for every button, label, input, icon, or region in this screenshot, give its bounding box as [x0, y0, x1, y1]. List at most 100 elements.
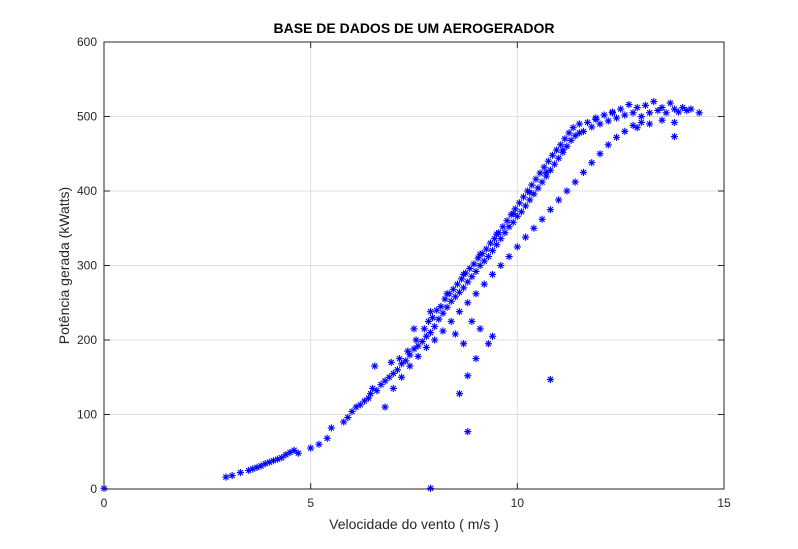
- data-point: [559, 146, 567, 154]
- data-point: [418, 337, 426, 346]
- data-point: [344, 413, 352, 422]
- data-point: [567, 136, 575, 144]
- data-point: [466, 264, 474, 273]
- data-point: [674, 108, 683, 116]
- data-point: [612, 133, 621, 141]
- data-point: [584, 118, 592, 127]
- data-point: [654, 106, 662, 115]
- data-point: [236, 469, 244, 477]
- data-point: [484, 340, 492, 348]
- data-point: [435, 315, 443, 323]
- data-point: [579, 168, 588, 176]
- data-point: [437, 302, 445, 311]
- data-point: [625, 100, 633, 109]
- data-point: [530, 224, 538, 232]
- data-point: [646, 109, 654, 117]
- data-point: [294, 449, 302, 457]
- data-point: [476, 325, 484, 333]
- data-point: [348, 407, 356, 416]
- y-axis-label: Potência gerada (kWatts): [56, 187, 72, 344]
- data-point: [486, 239, 495, 247]
- data-point: [315, 440, 323, 448]
- data-point: [406, 351, 414, 359]
- data-point: [575, 129, 583, 137]
- data-point: [650, 98, 658, 106]
- data-point: [662, 109, 670, 117]
- data-point: [679, 103, 687, 112]
- data-point: [476, 250, 484, 258]
- data-point: [398, 360, 406, 368]
- x-tick-label: 15: [717, 496, 731, 510]
- data-point: [480, 257, 488, 265]
- data-point: [604, 117, 612, 125]
- data-point: [658, 103, 666, 112]
- data-point: [563, 187, 571, 195]
- data-point: [323, 434, 331, 442]
- data-point: [447, 317, 455, 325]
- data-point: [571, 132, 579, 140]
- data-point: [472, 290, 480, 298]
- data-point: [600, 111, 608, 119]
- data-point: [360, 397, 368, 405]
- data-point: [222, 473, 230, 481]
- data-point: [468, 317, 476, 325]
- data-point: [646, 120, 654, 128]
- y-tick-label: 100: [77, 408, 97, 422]
- data-point: [426, 328, 435, 337]
- data-point: [534, 184, 542, 192]
- data-point: [538, 215, 546, 223]
- data-point: [356, 401, 364, 409]
- data-point: [420, 325, 428, 333]
- data-point: [513, 212, 521, 220]
- data-point: [633, 103, 641, 112]
- data-point: [393, 366, 402, 374]
- data-point: [470, 260, 478, 268]
- data-point: [641, 101, 650, 109]
- x-tick-label: 10: [511, 496, 525, 510]
- data-point: [687, 105, 695, 113]
- data-point: [608, 109, 616, 117]
- x-axis-label: Velocidade do vento ( m/s ): [329, 516, 499, 532]
- data-point: [451, 330, 459, 338]
- data-point: [561, 135, 569, 143]
- data-point: [398, 373, 406, 381]
- data-point: [460, 284, 468, 292]
- data-point: [621, 111, 629, 119]
- data-point: [453, 280, 461, 288]
- chart-title: BASE DE DADOS DE UM AEROGERADOR: [273, 20, 554, 36]
- data-point: [387, 358, 395, 366]
- data-point: [526, 188, 534, 197]
- data-point: [604, 141, 612, 149]
- data-point: [307, 444, 315, 452]
- y-tick-label: 300: [77, 259, 97, 273]
- data-point: [538, 178, 546, 186]
- x-tick-label: 5: [307, 496, 314, 510]
- data-point: [429, 314, 437, 322]
- data-point: [596, 120, 604, 128]
- data-point: [439, 309, 447, 317]
- data-point: [278, 454, 286, 462]
- data-point: [565, 129, 573, 137]
- data-point: [505, 252, 513, 261]
- data-point: [464, 278, 472, 286]
- data-point: [493, 241, 501, 249]
- data-point: [484, 252, 492, 261]
- data-point: [546, 206, 554, 214]
- data-point: [406, 362, 414, 370]
- data-point: [414, 342, 422, 350]
- data-point: [472, 355, 480, 363]
- data-point: [666, 99, 674, 107]
- data-point: [637, 118, 645, 127]
- data-point: [536, 169, 544, 177]
- data-point: [493, 230, 501, 238]
- data-point: [410, 345, 418, 353]
- y-tick-label: 200: [77, 333, 97, 347]
- data-point: [555, 154, 563, 162]
- data-point: [464, 299, 472, 307]
- data-point: [482, 245, 490, 253]
- data-point: [575, 120, 583, 128]
- data-point: [501, 229, 509, 237]
- data-point: [550, 160, 559, 168]
- data-point: [553, 146, 561, 154]
- data-point: [422, 343, 430, 352]
